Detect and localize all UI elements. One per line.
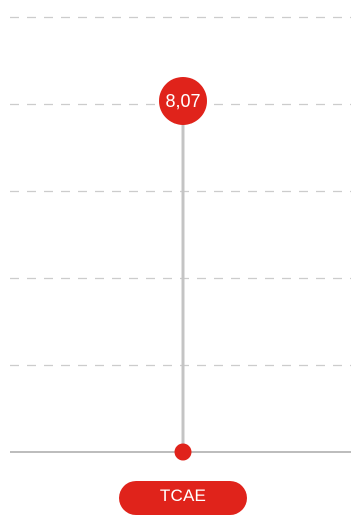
category-label-text: TCAE: [159, 486, 207, 505]
baseline-marker: [174, 443, 192, 461]
value-label: 8,07: [165, 91, 200, 111]
value-marker: [159, 76, 207, 125]
gridlines: [10, 16, 351, 367]
category-label-tcae: TCAE: [119, 481, 247, 515]
